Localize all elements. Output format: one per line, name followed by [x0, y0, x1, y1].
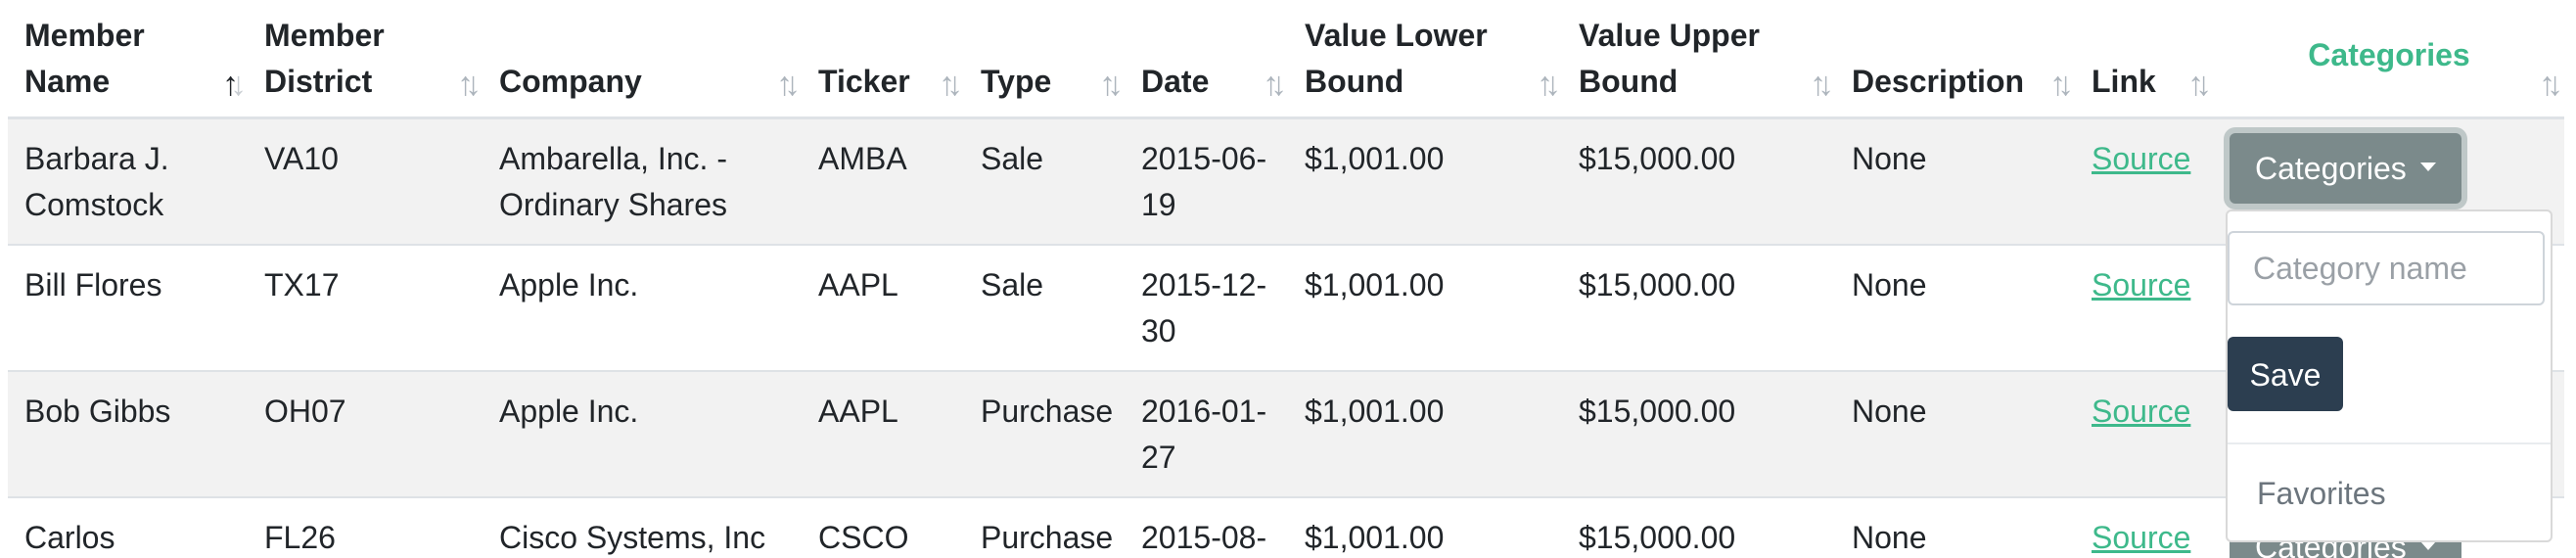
column-header-label: Ticker: [818, 63, 910, 99]
cell-member-name: Bill Flores: [8, 243, 248, 371]
cell-type: Purchase: [964, 495, 1125, 558]
cell-member-name: Carlos Curbelo: [8, 495, 248, 558]
sort-icon[interactable]: ↑↓: [939, 65, 963, 103]
cell-link: Source: [2075, 495, 2213, 558]
cell-type: Sale: [964, 243, 1125, 371]
cell-description: None: [1835, 495, 2075, 558]
table-row: Carlos Curbelo FL26 Cisco Systems, Inc C…: [8, 495, 2564, 558]
column-header-description[interactable]: Description ↑↓: [1835, 0, 2075, 119]
table-row: Barbara J. Comstock VA10 Ambarella, Inc.…: [8, 116, 2564, 245]
dropdown-divider: [2228, 442, 2551, 444]
sort-ascending-icon[interactable]: ↑↓: [222, 65, 247, 103]
cell-type: Sale: [964, 116, 1125, 245]
cell-member-name: Bob Gibbs: [8, 369, 248, 497]
source-link[interactable]: Source: [2092, 140, 2191, 176]
dropdown-item-favorites[interactable]: Favorites: [2257, 476, 2386, 511]
table-row: Bill Flores TX17 Apple Inc. AAPL Sale 20…: [8, 243, 2564, 371]
cell-date: 2016-01-27: [1125, 369, 1288, 497]
cell-link: Source: [2075, 116, 2213, 245]
cell-ticker: AAPL: [802, 243, 964, 371]
cell-date: 2015-06-19: [1125, 116, 1288, 245]
sort-icon[interactable]: ↑↓: [457, 65, 482, 103]
column-header-label: Date: [1141, 63, 1210, 99]
sort-icon[interactable]: ↑↓: [776, 65, 801, 103]
cell-value-lower: $1,001.00: [1288, 495, 1562, 558]
caret-down-icon: [2419, 540, 2436, 550]
cell-value-lower: $1,001.00: [1288, 243, 1562, 371]
column-header-label: Company: [499, 63, 642, 99]
cell-value-upper: $15,000.00: [1562, 369, 1835, 497]
column-header-value-lower-bound[interactable]: Value Lower Bound ↑↓: [1288, 0, 1562, 119]
column-header-date[interactable]: Date ↑↓: [1125, 0, 1288, 119]
cell-value-upper: $15,000.00: [1562, 116, 1835, 245]
column-header-label: Value Lower Bound: [1305, 17, 1488, 99]
cell-company: Cisco Systems, Inc: [483, 495, 802, 558]
column-header-categories[interactable]: Categories ↑↓: [2213, 0, 2564, 119]
categories-button-label: Categories: [2255, 150, 2407, 186]
column-header-label: Description: [1852, 63, 2025, 99]
cell-date: 2015-12-30: [1125, 243, 1288, 371]
source-link[interactable]: Source: [2092, 266, 2191, 302]
cell-company: Apple Inc.: [483, 369, 802, 497]
column-header-member-district[interactable]: Member District ↑↓: [248, 0, 483, 119]
cell-value-upper: $15,000.00: [1562, 243, 1835, 371]
column-header-label: Type: [981, 63, 1052, 99]
cell-value-lower: $1,001.00: [1288, 116, 1562, 245]
sort-icon[interactable]: ↑↓: [2539, 65, 2563, 103]
column-header-link[interactable]: Link ↑↓: [2075, 0, 2213, 119]
source-link[interactable]: Source: [2092, 519, 2191, 555]
cell-description: None: [1835, 369, 2075, 497]
column-header-company[interactable]: Company ↑↓: [483, 0, 802, 119]
sort-icon[interactable]: ↑↓: [1099, 65, 1124, 103]
categories-dropdown-button[interactable]: Categories: [2230, 132, 2461, 204]
cell-member-district: FL26: [248, 495, 483, 558]
column-header-label: Categories: [2308, 36, 2470, 72]
save-button[interactable]: Save: [2228, 337, 2343, 411]
sort-icon[interactable]: ↑↓: [1810, 65, 1834, 103]
column-header-label: Member Name: [24, 17, 145, 99]
source-link[interactable]: Source: [2092, 393, 2191, 429]
cell-link: Source: [2075, 243, 2213, 371]
category-name-input[interactable]: [2228, 231, 2545, 305]
column-header-label: Member District: [264, 17, 385, 99]
cell-description: None: [1835, 116, 2075, 245]
column-header-ticker[interactable]: Ticker ↑↓: [802, 0, 964, 119]
sort-icon[interactable]: ↑↓: [1537, 65, 1561, 103]
cell-type: Purchase: [964, 369, 1125, 497]
cell-value-lower: $1,001.00: [1288, 369, 1562, 497]
cell-company: Apple Inc.: [483, 243, 802, 371]
cell-member-district: OH07: [248, 369, 483, 497]
cell-ticker: CSCO: [802, 495, 964, 558]
column-header-label: Link: [2092, 63, 2156, 99]
sort-icon[interactable]: ↑↓: [2049, 65, 2074, 103]
table-header: Member Name ↑↓ Member District ↑↓ Compan…: [8, 0, 2564, 119]
column-header-member-name[interactable]: Member Name ↑↓: [8, 0, 248, 119]
caret-down-icon: [2419, 162, 2436, 171]
cell-date: 2015-08-: [1125, 495, 1288, 558]
column-header-type[interactable]: Type ↑↓: [964, 0, 1125, 119]
categories-dropdown-menu: Save Favorites: [2226, 209, 2553, 542]
cell-ticker: AAPL: [802, 369, 964, 497]
table-row: Bob Gibbs OH07 Apple Inc. AAPL Purchase …: [8, 369, 2564, 497]
trades-table-container: Member Name ↑↓ Member District ↑↓ Compan…: [8, 0, 2564, 558]
sort-icon[interactable]: ↑↓: [1263, 65, 1287, 103]
column-header-label: Value Upper Bound: [1579, 17, 1760, 99]
cell-member-district: TX17: [248, 243, 483, 371]
cell-company: Ambarella, Inc. - Ordinary Shares: [483, 116, 802, 245]
cell-member-name: Barbara J. Comstock: [8, 116, 248, 245]
sort-icon[interactable]: ↑↓: [2187, 65, 2212, 103]
table-body: Barbara J. Comstock VA10 Ambarella, Inc.…: [8, 116, 2564, 558]
cell-description: None: [1835, 243, 2075, 371]
trades-table: Member Name ↑↓ Member District ↑↓ Compan…: [8, 0, 2564, 558]
column-header-value-upper-bound[interactable]: Value Upper Bound ↑↓: [1562, 0, 1835, 119]
cell-link: Source: [2075, 369, 2213, 497]
cell-value-upper: $15,000.00: [1562, 495, 1835, 558]
cell-member-district: VA10: [248, 116, 483, 245]
cell-ticker: AMBA: [802, 116, 964, 245]
